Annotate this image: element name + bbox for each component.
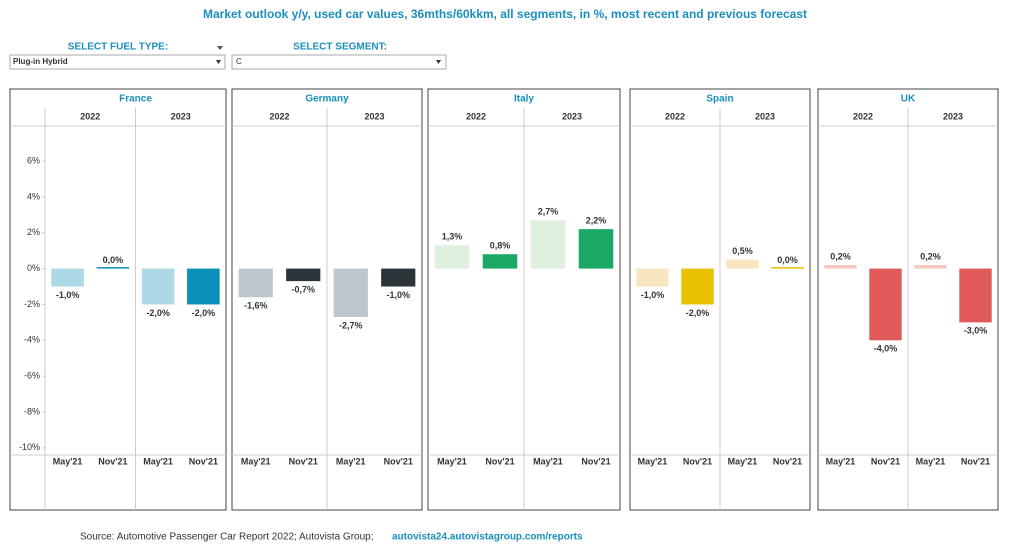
value-label: -3,0% [964, 326, 988, 336]
value-label: 0,2% [830, 251, 851, 261]
x-tick-label: May'21 [53, 456, 83, 466]
panel-title: Italy [514, 94, 534, 105]
bar [381, 268, 416, 287]
x-tick-label: May'21 [638, 456, 668, 466]
group-label: 2022 [665, 111, 685, 121]
x-tick-label: Nov'21 [289, 456, 318, 466]
x-tick-label: Nov'21 [189, 456, 218, 466]
value-label: -1,0% [641, 290, 665, 300]
bar [914, 265, 947, 269]
x-tick-label: May'21 [143, 456, 173, 466]
bar [51, 268, 84, 287]
value-label: -2,0% [192, 308, 216, 318]
x-tick-label: Nov'21 [683, 456, 712, 466]
y-tick-label: -4% [24, 335, 40, 345]
y-tick-label: 6% [27, 155, 40, 165]
bar [482, 254, 518, 269]
y-tick-label: -8% [24, 406, 40, 416]
bar [869, 268, 902, 341]
value-label: 2,7% [538, 207, 559, 217]
panel-title: Germany [305, 94, 349, 105]
dropdown-arrow [217, 46, 223, 50]
dropdown-arrow [436, 60, 441, 64]
value-label: -2,0% [686, 308, 710, 318]
value-label: -0,7% [291, 285, 315, 295]
y-tick-label: -6% [24, 371, 40, 381]
bar [530, 220, 566, 269]
x-tick-label: Nov'21 [961, 456, 990, 466]
bar [578, 229, 614, 269]
filter-label: SELECT FUEL TYPE: [68, 42, 168, 53]
bar [333, 268, 368, 317]
value-label: -4,0% [874, 344, 898, 354]
x-tick-label: May'21 [241, 456, 271, 466]
source-link[interactable]: autovista24.autovistagroup.com/reports [392, 532, 583, 543]
x-tick-label: Nov'21 [773, 456, 802, 466]
x-tick-label: Nov'21 [581, 456, 610, 466]
bar [726, 259, 759, 269]
bar [771, 267, 804, 269]
group-label: 2023 [943, 111, 963, 121]
panel [9, 88, 227, 511]
value-label: -1,6% [244, 301, 268, 311]
value-label: 2,2% [586, 216, 607, 226]
y-tick-label: -10% [19, 442, 40, 452]
dropdown[interactable] [231, 54, 447, 70]
x-tick-label: May'21 [533, 456, 563, 466]
group-label: 2022 [466, 111, 486, 121]
value-label: 1,3% [442, 232, 463, 242]
x-tick-label: Nov'21 [871, 456, 900, 466]
bar [434, 245, 470, 269]
bar [238, 268, 273, 298]
x-tick-label: May'21 [336, 456, 366, 466]
panel-title: UK [901, 94, 916, 105]
value-label: 0,0% [103, 255, 124, 265]
value-label: 0,5% [732, 246, 753, 256]
group-label: 2022 [853, 111, 873, 121]
dropdown[interactable] [9, 54, 226, 70]
value-label: 0,2% [920, 251, 941, 261]
x-tick-label: Nov'21 [485, 456, 514, 466]
bar [636, 268, 669, 287]
value-label: -1,0% [56, 290, 80, 300]
x-tick-label: May'21 [728, 456, 758, 466]
group-label: 2023 [755, 111, 775, 121]
x-tick-label: May'21 [437, 456, 467, 466]
y-tick-label: -2% [24, 299, 40, 309]
bar [286, 268, 321, 282]
x-tick-label: May'21 [826, 456, 856, 466]
group-label: 2023 [562, 111, 582, 121]
x-tick-label: May'21 [916, 456, 946, 466]
panel-title: Spain [706, 94, 733, 105]
bar [141, 268, 175, 305]
chart-title: Market outlook y/y, used car values, 36m… [203, 7, 807, 21]
x-tick-label: Nov'21 [98, 456, 127, 466]
y-tick-label: 4% [27, 191, 40, 201]
filter-label: SELECT SEGMENT: [293, 42, 387, 53]
bar [824, 265, 857, 269]
source: Source: Automotive Passenger Car Report … [80, 532, 374, 543]
panel-title: France [119, 94, 152, 105]
group-label: 2022 [269, 111, 289, 121]
value-label: -2,0% [146, 308, 170, 318]
y-tick-label: 0% [27, 263, 40, 273]
dropdown-value: C [236, 57, 242, 66]
bar [96, 267, 130, 269]
value-label: -1,0% [386, 290, 410, 300]
bar [187, 268, 220, 305]
dropdown-arrow [216, 60, 221, 64]
group-label: 2023 [171, 111, 191, 121]
y-tick-label: 2% [27, 227, 40, 237]
value-label: 0,0% [777, 255, 798, 265]
group-label: 2022 [80, 111, 100, 121]
bar [959, 268, 992, 323]
value-label: 0,8% [490, 241, 511, 251]
group-label: 2023 [364, 111, 384, 121]
bar [681, 268, 714, 305]
x-tick-label: Nov'21 [384, 456, 413, 466]
dropdown-value: Plug-in Hybrid [13, 57, 68, 66]
value-label: -2,7% [339, 320, 363, 330]
